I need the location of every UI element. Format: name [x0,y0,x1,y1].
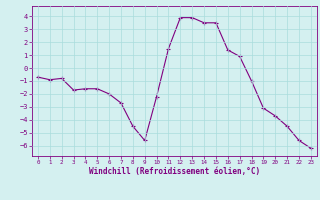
X-axis label: Windchill (Refroidissement éolien,°C): Windchill (Refroidissement éolien,°C) [89,167,260,176]
